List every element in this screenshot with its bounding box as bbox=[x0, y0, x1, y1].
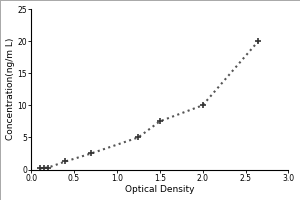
Y-axis label: Concentration(ng/m L): Concentration(ng/m L) bbox=[6, 38, 15, 140]
X-axis label: Optical Density: Optical Density bbox=[125, 185, 194, 194]
